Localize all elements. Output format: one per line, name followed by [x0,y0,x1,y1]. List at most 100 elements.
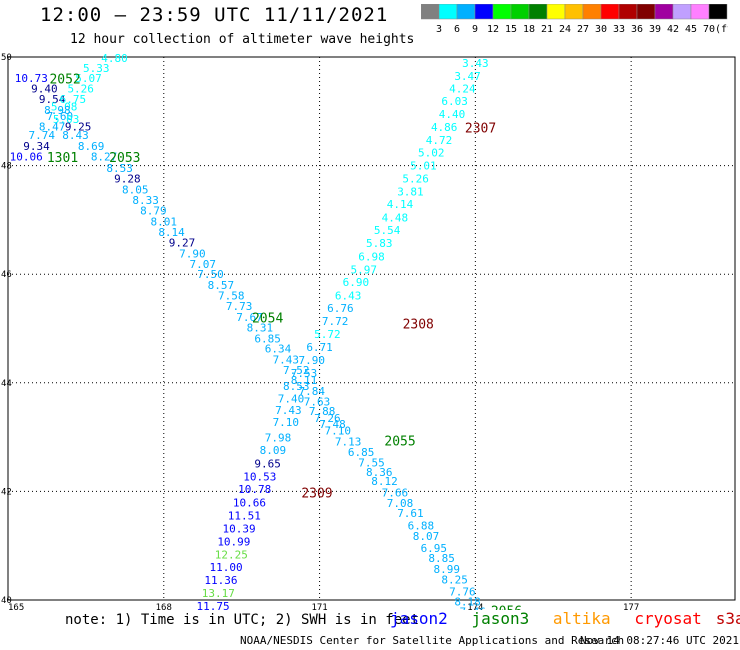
wave-height-label: 13.17 [202,587,235,600]
wave-height-label: 11.00 [210,561,243,574]
legend-s3a: s3a [715,609,740,628]
wave-height-label: 8.53 [106,162,133,175]
wave-height-label: 6.71 [306,341,333,354]
wave-height-label: 8.18 [454,596,481,609]
satellite-legend: jason2 jason3 altika cryosat s3a [390,609,740,628]
wave-height-label: 4.14 [387,198,414,211]
wave-height-label: 5.08 [51,100,78,113]
colorbar-swatch [708,4,728,20]
wave-height-label: 5.72 [314,328,341,341]
wave-height-label: 5.02 [418,147,445,160]
wave-height-label: 8.57 [208,279,235,292]
wave-height-label: 7.43 [275,404,302,417]
pass-number-label: 2053 [109,151,140,166]
wave-height-label: 8.98 [44,104,71,117]
wave-height-label: 10.99 [217,535,250,548]
wave-height-label: 3.43 [462,57,489,70]
wave-height-label: 7.72 [322,315,349,328]
wave-height-label: 4.24 [449,82,476,95]
wave-height-label: 3.47 [454,70,481,83]
pass-number-label: 2052 [49,73,80,88]
wave-height-label: 8.36 [366,466,393,479]
wave-height-label: 7.40 [278,393,305,406]
wave-height-label: 10.53 [243,471,276,484]
wave-height-label: 8.69 [78,140,105,153]
wave-height-label: 10.06 [10,150,43,163]
footer-timestamp: Nov 14 08:27:46 UTC 2021 [580,634,739,647]
wave-height-label: 4.86 [431,121,458,134]
pass-number-label: 1301 [47,151,78,166]
wave-height-label: 7.46 [460,605,487,610]
wave-height-label: 8.25 [441,573,468,586]
x-tick-label: 171 [311,603,327,610]
legend-cryosat: cryosat [634,609,702,628]
chart-title: 12:00 – 23:59 UTC 11/11/2021 [40,4,389,26]
wave-height-label: 10.66 [233,496,266,509]
x-tick-label: 174 [467,603,483,610]
wave-height-label: 7.13 [335,435,362,448]
wave-height-label: 5.54 [374,224,401,237]
wave-height-label: 9.28 [114,173,141,186]
wave-height-label: 9.54 [39,93,66,106]
x-tick-label: 165 [8,603,24,610]
colorbar-tick-label: 6 [454,24,460,35]
wave-height-label: 6.98 [358,250,385,263]
wave-height-label: 11.75 [197,600,230,610]
wave-height-label: 9.27 [169,237,196,250]
wave-height-label: 6.75 [60,93,87,106]
wave-height-label: 8.99 [434,563,461,576]
wave-height-label: 7.90 [299,354,326,367]
y-tick-label: 46 [1,270,12,280]
pass-number-label: 2307 [465,122,496,137]
wave-height-label: 9.40 [31,82,58,95]
wave-height-label: 6.34 [265,343,292,356]
colorbar-tick-label: 27 [577,24,589,35]
wave-height-label: 8.07 [413,530,440,543]
wave-height-label: 7.76 [449,585,476,598]
wave-height-label: 6.43 [335,289,362,302]
wave-height-label: 3.81 [397,186,424,199]
wave-height-label: 6.85 [254,332,281,345]
wave-height-label: 10.39 [223,522,256,535]
wave-height-label: 4.72 [426,134,453,147]
wave-height-label: 7.10 [273,416,300,429]
wave-height-label: 4.48 [382,212,409,225]
wave-height-label: 9.34 [23,140,50,153]
wave-height-label: 6.90 [343,276,370,289]
wave-height-label: 8.05 [122,183,149,196]
wave-height-label: 7.84 [299,385,326,398]
wave-height-label: 7.52 [283,364,310,377]
pass-number-label: 2055 [384,434,415,449]
pass-number-label: 2309 [301,486,332,501]
y-tick-label: 50 [1,53,12,63]
colorbar-tick-label: 12 [487,24,499,35]
wave-height-label: 10.78 [238,483,271,496]
colorbar-tick-label: 3 [436,24,442,35]
wave-height-label: 7.63 [304,395,331,408]
wave-height-label: 8.14 [158,226,185,239]
y-tick-label: 44 [1,379,12,389]
y-tick-label: 42 [1,487,12,497]
y-tick-label: 48 [1,162,12,172]
wave-height-label: 7.67 [236,311,263,324]
wave-height-label: 7.50 [197,268,224,281]
wave-height-label: 8.33 [132,194,159,207]
legend-jason2: jason2 [390,609,448,628]
wave-height-label: 4.80 [101,52,128,65]
wave-height-label: 7.07 [189,258,216,271]
wave-height-label: 7.48 [319,418,346,431]
colorbar-tick-label: 70 [703,24,715,35]
colorbar-tick-label: 36 [631,24,643,35]
wave-height-label: 10.73 [15,72,48,85]
wave-height-label: 5.07 [75,72,102,85]
wave-height-label: 7.88 [309,405,336,418]
wave-height-label: 7.08 [387,497,414,510]
x-tick-label: 168 [156,603,172,610]
wave-height-label: 7.61 [397,507,424,520]
wave-height-label: 8.01 [151,216,178,229]
wave-height-label: 5.01 [410,160,437,173]
colorbar-tick-label: 9 [472,24,478,35]
footer-organization: NOAA/NESDIS Center for Satellite Applica… [240,634,625,647]
wave-height-label: 5.33 [83,62,110,75]
